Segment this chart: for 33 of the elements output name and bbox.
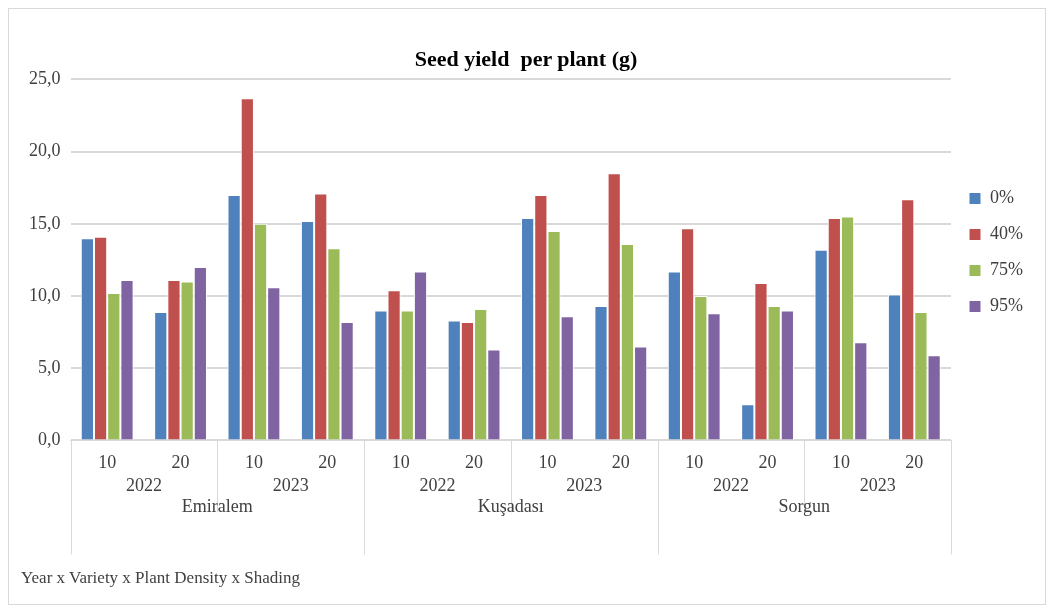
y-tick-label: 10,0 xyxy=(29,284,61,305)
x-tick-label: 20 xyxy=(611,451,630,472)
x-tick-label: 20 xyxy=(171,451,190,472)
text: Emiralem xyxy=(181,496,253,517)
x-tick-label: 10 xyxy=(244,451,263,472)
text: 2022 xyxy=(125,475,162,496)
text: 2022 xyxy=(419,475,456,496)
x-tick-label: 20 xyxy=(318,451,337,472)
x-tick-label: 20 xyxy=(758,451,777,472)
legend-label: 40% xyxy=(990,223,1024,244)
x-tick-label: 10 xyxy=(98,451,117,472)
text: Year x Variety x Plant Density x Shading xyxy=(20,567,301,589)
y-tick-label: 25,0 xyxy=(29,68,61,89)
chart-title: Seed yield per plant (g) xyxy=(414,45,638,71)
text: Kuşadası xyxy=(477,496,544,517)
x-tick-label: 20 xyxy=(465,451,484,472)
y-tick-label: 20,0 xyxy=(29,140,61,161)
legend-label: 0% xyxy=(990,187,1015,208)
legend-label: 75% xyxy=(990,259,1024,280)
x-tick-label: 10 xyxy=(391,451,410,472)
text: Sorgun xyxy=(778,496,831,517)
text: 2023 xyxy=(859,475,896,496)
legend-label: 95% xyxy=(990,295,1024,316)
x-tick-label: 10 xyxy=(538,451,557,472)
y-tick-label: 0,0 xyxy=(38,429,61,450)
x-tick-label: 10 xyxy=(685,451,704,472)
text: 2023 xyxy=(566,475,603,496)
y-tick-label: 15,0 xyxy=(29,212,61,233)
x-tick-label: 10 xyxy=(831,451,850,472)
y-tick-label: 5,0 xyxy=(38,356,61,377)
x-tick-label: 20 xyxy=(905,451,924,472)
text: 2023 xyxy=(272,475,309,496)
text: 2022 xyxy=(712,475,749,496)
